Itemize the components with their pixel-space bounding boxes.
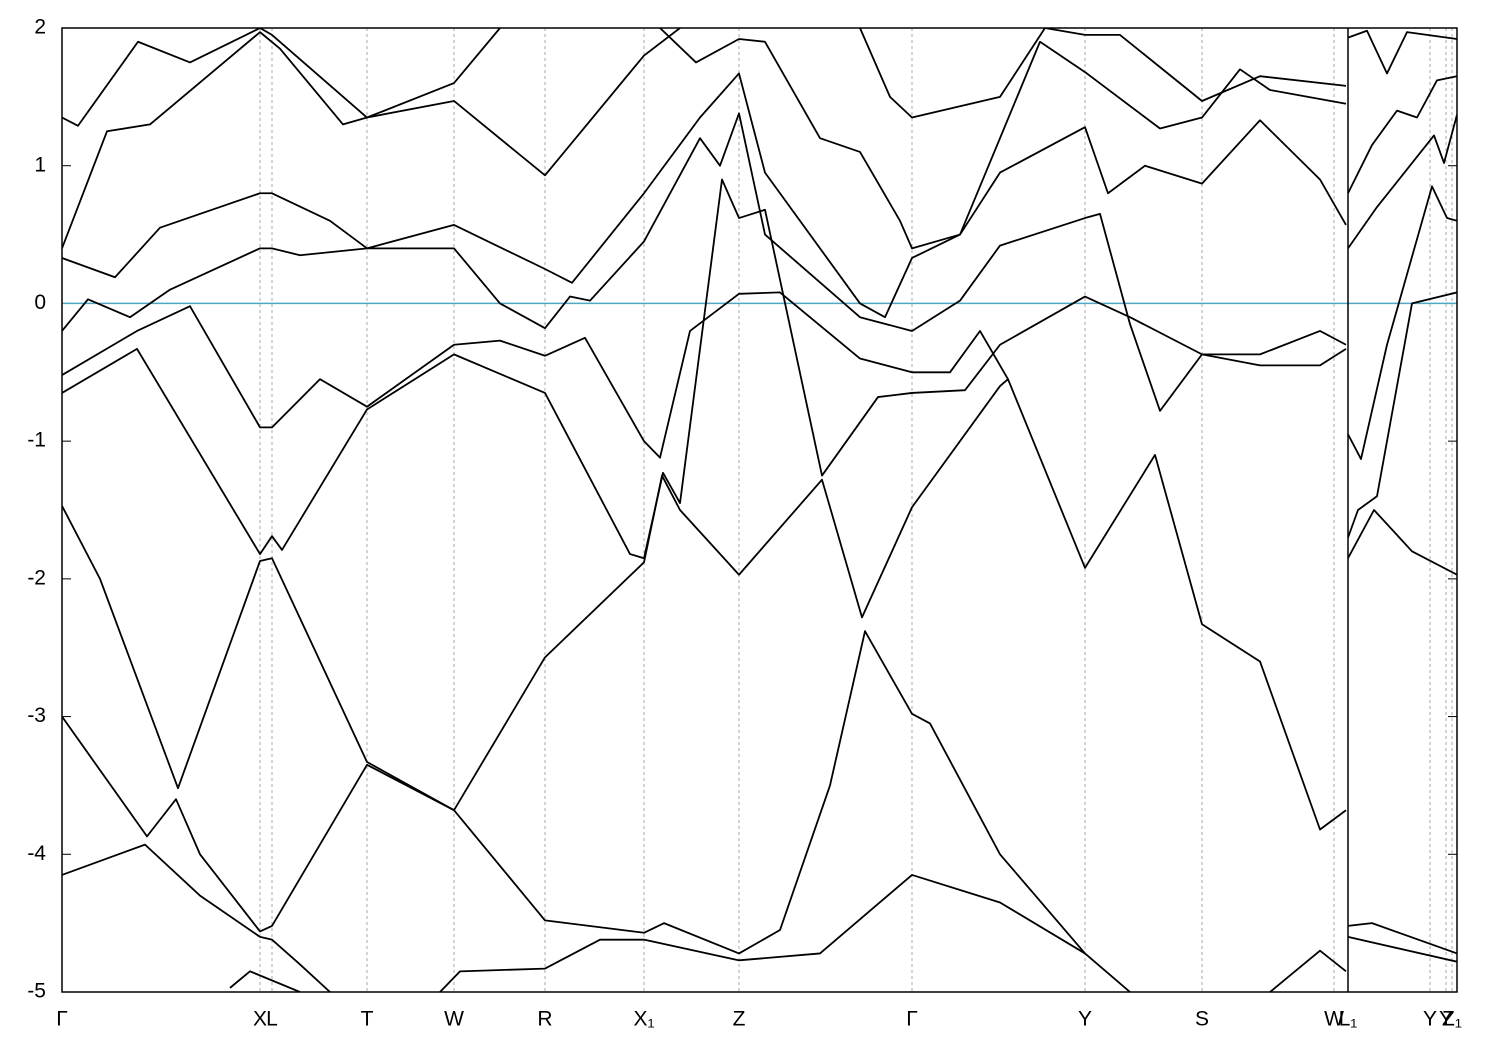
band <box>62 843 331 992</box>
x-tick-label: Y <box>1423 1008 1437 1031</box>
band <box>62 112 1347 412</box>
band <box>62 378 1347 831</box>
band <box>229 970 301 992</box>
x-tick-label: L <box>266 1008 278 1031</box>
x-tick-label: W <box>444 1008 464 1031</box>
x-tick-label: R <box>537 1008 552 1031</box>
plot-frame <box>61 27 1458 993</box>
y-tick-label: -4 <box>27 842 46 865</box>
bands <box>62 28 1457 992</box>
band <box>1347 922 1457 955</box>
band <box>62 178 1347 560</box>
x-tick-label: Y <box>1439 1008 1453 1031</box>
y-tick-label: -5 <box>27 980 46 1003</box>
band <box>1347 291 1457 538</box>
y-tick-label: 0 <box>34 291 46 314</box>
y-tick-label: -1 <box>27 429 46 452</box>
y-tick-label: -2 <box>27 566 46 589</box>
band <box>1347 75 1457 194</box>
x-tick-label: W <box>1324 1008 1344 1031</box>
band <box>439 874 1131 992</box>
y-tick-label: -3 <box>27 704 46 727</box>
band <box>1269 949 1347 992</box>
x-tick-label: X <box>253 1008 267 1031</box>
band <box>62 28 681 249</box>
band <box>1347 114 1457 249</box>
band <box>1347 509 1457 576</box>
band <box>1347 185 1457 460</box>
x-tick-label: X₁ <box>633 1008 654 1031</box>
band <box>1347 936 1457 963</box>
band <box>1347 29 1457 75</box>
band <box>859 28 1347 119</box>
x-tick-label: Z <box>733 1008 746 1031</box>
x-tick-label: T <box>361 1008 374 1031</box>
x-tick-label: S <box>1195 1008 1209 1031</box>
y-tick-label: 1 <box>34 153 46 176</box>
band <box>62 28 501 127</box>
x-tick-label: Y <box>1078 1008 1092 1031</box>
band <box>62 630 1086 955</box>
x-tick-label: Γ <box>56 1008 68 1031</box>
band <box>62 291 1009 459</box>
x-tick-label: L₁ <box>1339 1008 1358 1031</box>
band <box>62 72 1347 319</box>
x-tick-label: Γ <box>906 1008 918 1031</box>
y-tick-label: 2 <box>34 16 46 39</box>
x-tick-label: Z₁ <box>1442 1008 1462 1031</box>
